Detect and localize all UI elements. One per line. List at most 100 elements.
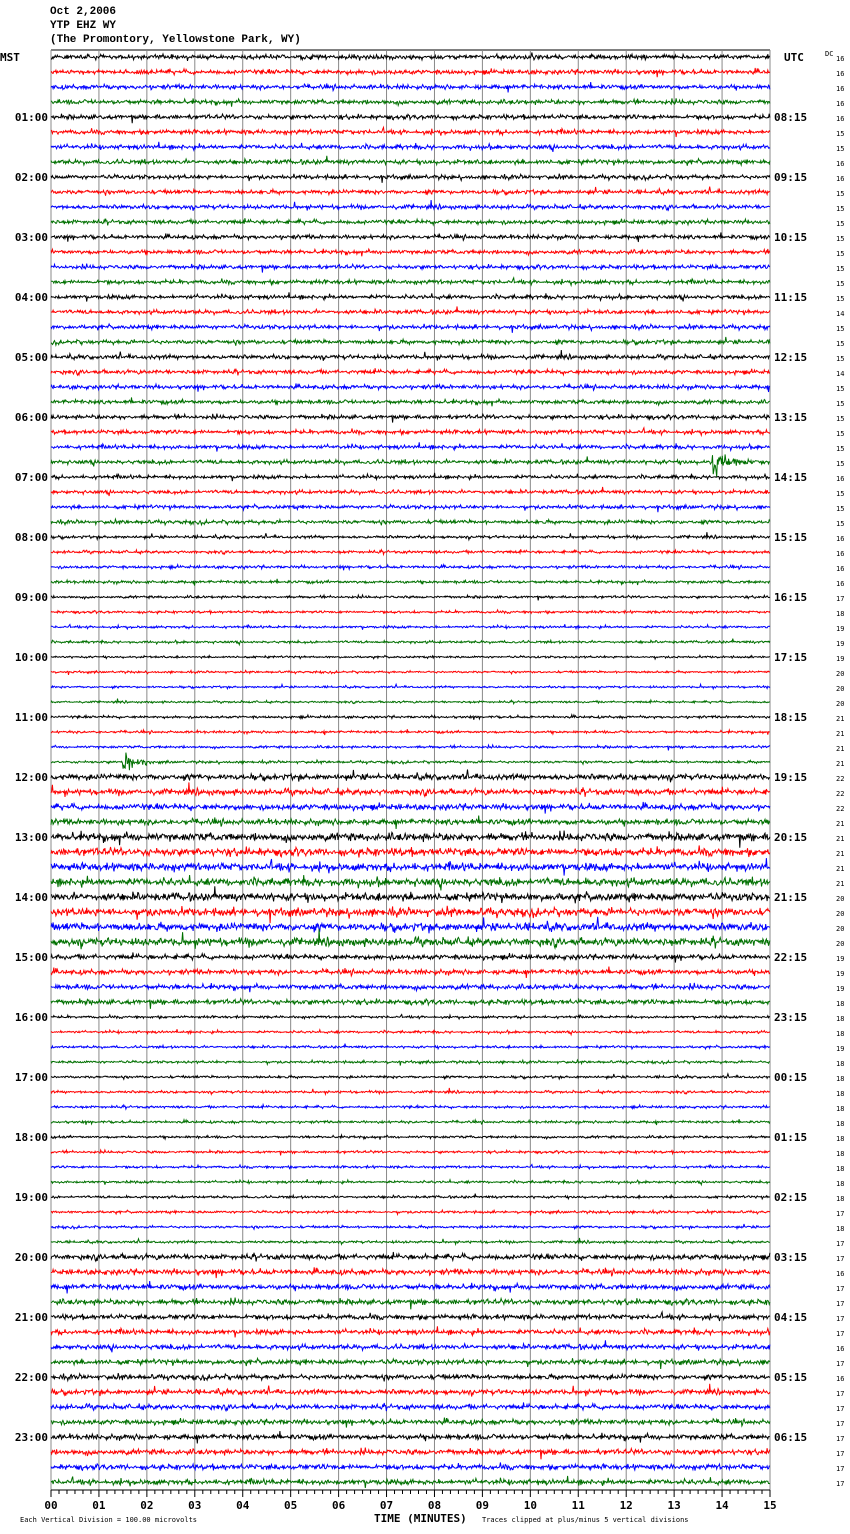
utc-time-label: 16:15	[774, 591, 807, 604]
trace-line	[50, 982, 770, 993]
dc-offset-label: 15	[836, 130, 844, 138]
trace-line	[50, 442, 770, 453]
mst-time-label: 16:00	[15, 1011, 48, 1024]
dc-offset-label: 17	[836, 1255, 844, 1263]
trace-line	[50, 155, 771, 168]
trace-line	[50, 532, 771, 542]
utc-time-label: 09:15	[774, 171, 807, 184]
dc-offset-label: 16	[836, 550, 844, 558]
trace-line	[50, 801, 771, 814]
utc-time-label: 01:15	[774, 1131, 807, 1144]
trace-line	[50, 752, 771, 771]
dc-offset-label: 18	[836, 610, 844, 618]
trace-line	[50, 81, 771, 93]
dc-offset-label: 15	[836, 220, 844, 228]
mst-time-label: 05:00	[15, 351, 48, 364]
trace-line	[50, 486, 771, 497]
dc-offset-label: 16	[836, 1270, 844, 1278]
trace-line	[51, 1072, 771, 1081]
trace-line	[50, 350, 770, 362]
trace-line	[50, 1133, 771, 1141]
dc-offset-label: 17	[836, 1360, 844, 1368]
trace-line	[50, 454, 770, 478]
trace-line	[50, 1356, 771, 1370]
mst-time-label: 08:00	[15, 531, 48, 544]
dc-offset-label: 16	[836, 580, 844, 588]
trace-line	[50, 905, 771, 924]
trace-line	[50, 322, 771, 333]
trace-line	[51, 472, 771, 482]
trace-line	[50, 1148, 771, 1156]
x-tick-label: 09	[476, 1499, 489, 1512]
dc-offset-label: 18	[836, 1180, 844, 1188]
dc-offset-label: 18	[836, 1105, 844, 1113]
utc-time-label: 11:15	[774, 291, 807, 304]
dc-offset-label: 18	[836, 1090, 844, 1098]
mst-time-label: 15:00	[15, 951, 48, 964]
x-tick-label: 14	[715, 1499, 729, 1512]
utc-axis-title: UTC	[784, 51, 804, 64]
dc-offset-label: 15	[836, 280, 844, 288]
dc-offset-label: 14	[836, 310, 844, 318]
x-axis-label: TIME (MINUTES)	[374, 1512, 467, 1525]
dc-offset-label: 20	[836, 910, 844, 918]
trace-line	[50, 769, 771, 783]
trace-line	[50, 682, 771, 691]
mst-time-label: 03:00	[15, 231, 48, 244]
trace-line	[50, 262, 771, 273]
x-tick-label: 07	[380, 1499, 393, 1512]
utc-time-label: 06:15	[774, 1431, 807, 1444]
dc-offset-label: 15	[836, 445, 844, 453]
trace-line	[50, 97, 771, 108]
dc-offset-label: 15	[836, 520, 844, 528]
utc-time-label: 03:15	[774, 1251, 807, 1264]
dc-offset-label: 21	[836, 715, 844, 723]
x-tick-label: 05	[284, 1499, 297, 1512]
trace-line	[50, 412, 771, 423]
trace-line	[50, 426, 771, 438]
trace-line	[50, 728, 770, 736]
dc-offset-label: 17	[836, 1390, 844, 1398]
mst-time-label: 19:00	[15, 1191, 48, 1204]
utc-time-label: 15:15	[774, 531, 807, 544]
dc-offset-label: 18	[836, 1000, 844, 1008]
trace-line	[50, 1087, 770, 1097]
trace-line	[50, 112, 771, 124]
trace-line	[50, 247, 771, 257]
trace-line	[50, 1372, 771, 1383]
dc-offset-label: 21	[836, 820, 844, 828]
mst-axis-title: MST	[0, 51, 20, 64]
clip-note: Traces clipped at plus/minus 5 vertical …	[482, 1516, 689, 1524]
trace-line	[50, 886, 771, 904]
dc-offset-label: 20	[836, 940, 844, 948]
trace-line	[50, 1383, 771, 1397]
dc-offset-label: 18	[836, 1075, 844, 1083]
mst-time-label: 07:00	[15, 471, 48, 484]
mst-time-label: 02:00	[15, 171, 48, 184]
trace-line	[50, 502, 771, 513]
x-tick-label: 03	[188, 1499, 201, 1512]
trace-line	[50, 1178, 771, 1187]
utc-time-label: 14:15	[774, 471, 807, 484]
trace-line	[50, 712, 771, 721]
dc-offset-label: 18	[836, 1135, 844, 1143]
dc-offset-label: 20	[836, 700, 844, 708]
utc-time-label: 22:15	[774, 951, 807, 964]
chart-date: Oct 2,2006	[50, 6, 117, 18]
trace-line	[50, 1462, 771, 1472]
dc-offset-label: 17	[836, 1285, 844, 1293]
dc-offset-label: 15	[836, 415, 844, 423]
trace-line	[50, 1163, 771, 1171]
mst-time-label: 01:00	[15, 111, 48, 124]
trace-line	[50, 548, 771, 557]
utc-time-label: 17:15	[774, 651, 807, 664]
x-tick-label: 15	[763, 1499, 776, 1512]
utc-time-label: 08:15	[774, 111, 807, 124]
trace-line	[50, 1401, 771, 1413]
mst-time-label: 11:00	[15, 711, 48, 724]
trace-line	[50, 608, 771, 616]
dc-offset-label: 17	[836, 1210, 844, 1218]
trace-line	[50, 1058, 770, 1067]
dc-offset-label: 21	[836, 760, 844, 768]
trace-line	[50, 928, 771, 950]
